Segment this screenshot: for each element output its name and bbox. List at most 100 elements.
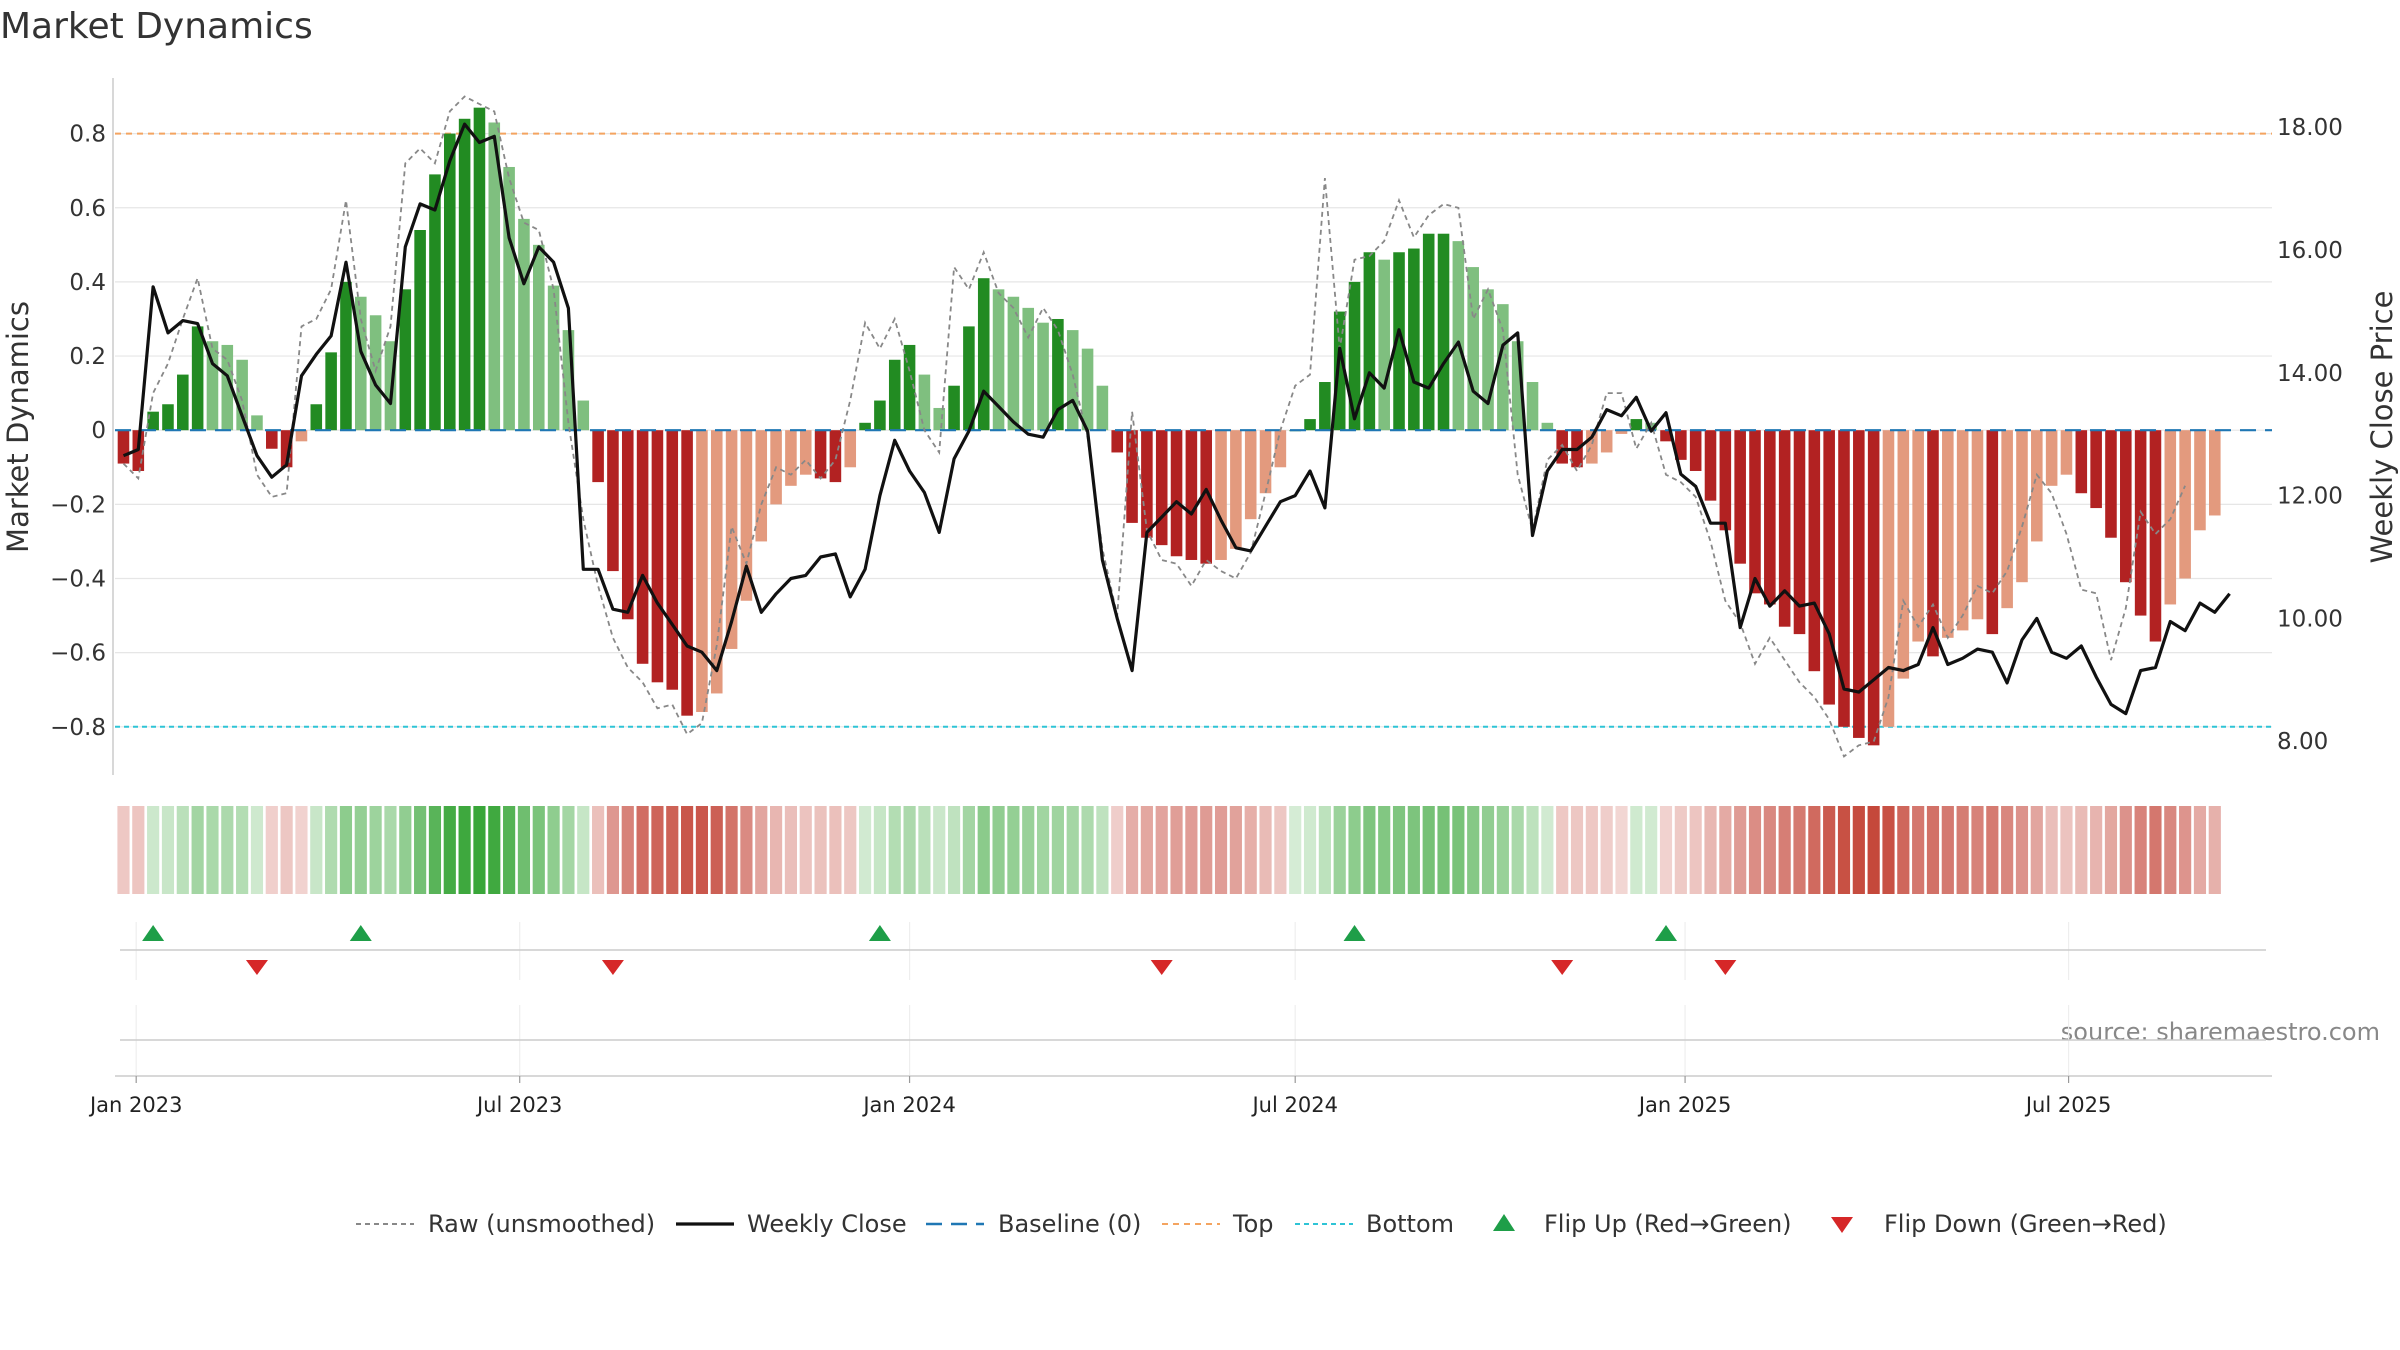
dynamics-bar-119 <box>1882 430 1895 727</box>
regime-cell-70 <box>1155 806 1168 894</box>
regime-cell-78 <box>1274 806 1287 894</box>
regime-cell-18 <box>384 806 397 894</box>
dynamics-bar-127 <box>2001 430 2013 609</box>
dynamics-bar-55 <box>933 407 946 431</box>
regime-cell-110 <box>1748 806 1762 894</box>
dynamics-bar-95 <box>1526 382 1539 431</box>
weekly-close-line <box>122 122 2231 716</box>
regime-cell-133 <box>2090 806 2103 894</box>
dynamics-bar-74 <box>1215 430 1227 560</box>
regime-cell-104 <box>1659 806 1673 894</box>
regime-cell-64 <box>1066 806 1079 894</box>
regime-cell-61 <box>1022 806 1035 894</box>
regime-cell-113 <box>1793 806 1806 894</box>
regime-cell-125 <box>1971 806 1984 894</box>
dynamics-bar-38 <box>681 430 693 716</box>
dynamics-bar-85 <box>1378 259 1390 431</box>
dynamics-bar-105 <box>1675 430 1687 460</box>
dynamics-bar-129 <box>2031 430 2043 542</box>
regime-cell-77 <box>1259 806 1272 894</box>
dynamics-bar-25 <box>488 122 501 431</box>
dynamics-bar-68 <box>1126 430 1138 523</box>
dynamics-bar-73 <box>1200 430 1212 564</box>
flip-down-marker-3 <box>1551 960 1574 975</box>
dynamics-bar-94 <box>1511 341 1524 431</box>
regime-cell-108 <box>1719 806 1732 894</box>
regime-cell-28 <box>532 806 545 894</box>
regime-cell-120 <box>1897 806 1910 894</box>
regime-cell-84 <box>1363 806 1376 894</box>
dynamics-bar-122 <box>1927 430 1939 657</box>
regime-cell-100 <box>1600 806 1613 894</box>
regime-cell-65 <box>1081 806 1094 894</box>
regime-cell-50 <box>858 806 872 894</box>
regime-cell-9 <box>250 806 264 894</box>
dynamics-bar-126 <box>1986 430 1999 635</box>
chart-title: Market Dynamics <box>0 6 313 47</box>
regime-cell-23 <box>458 806 471 894</box>
regime-cell-62 <box>1036 806 1050 894</box>
dynamics-bar-8 <box>236 359 248 431</box>
regime-cell-24 <box>473 806 486 894</box>
regime-cell-97 <box>1556 806 1569 894</box>
x-tick-label-5: Jul 2025 <box>2024 1093 2111 1117</box>
regime-cell-119 <box>1882 806 1895 894</box>
dynamics-bar-135 <box>2120 430 2132 583</box>
legend-label-top: Top <box>1232 1210 1274 1238</box>
legend-label-baseline: Baseline (0) <box>998 1210 1141 1238</box>
regime-cell-43 <box>755 806 768 894</box>
dynamics-bar-93 <box>1497 304 1509 431</box>
regime-cell-19 <box>399 806 412 894</box>
regime-cell-121 <box>1912 806 1925 894</box>
dynamics-bar-47 <box>814 430 827 479</box>
regime-cell-25 <box>488 806 501 894</box>
regime-cell-10 <box>265 806 278 894</box>
dynamics-bar-70 <box>1155 430 1168 546</box>
y-axis-label: Market Dynamics <box>1 301 35 553</box>
dynamics-bar-20 <box>414 230 426 431</box>
dynamics-bar-137 <box>2149 430 2162 642</box>
dynamics-bar-134 <box>2105 430 2117 538</box>
dynamics-bar-77 <box>1259 430 1272 494</box>
flip-up-marker-4 <box>1655 925 1678 941</box>
y-tick-label-7: −0.6 <box>50 641 106 667</box>
regime-cell-4 <box>176 806 189 894</box>
dynamics-bar-96 <box>1541 422 1554 431</box>
regime-cell-29 <box>547 806 560 894</box>
dynamics-bar-132 <box>2075 430 2088 494</box>
regime-cell-81 <box>1318 806 1331 894</box>
regime-cell-33 <box>606 806 620 894</box>
flip-up-marker-1 <box>349 925 372 941</box>
regime-cell-112 <box>1778 806 1791 894</box>
regime-cell-54 <box>918 806 931 894</box>
dynamics-bar-49 <box>844 430 857 468</box>
dynamics-bar-52 <box>888 359 901 431</box>
regime-cell-128 <box>2015 806 2029 894</box>
dynamics-bar-59 <box>992 289 1005 431</box>
legend-swatch-flip-up <box>1493 1214 1515 1231</box>
regime-cell-95 <box>1526 806 1539 894</box>
dynamics-bar-124 <box>1956 430 1969 631</box>
dynamics-bar-56 <box>948 385 960 431</box>
regime-cell-67 <box>1111 806 1124 894</box>
regime-cell-59 <box>992 806 1005 894</box>
dynamics-bar-62 <box>1037 322 1049 431</box>
regime-cell-11 <box>280 806 293 894</box>
regime-cell-32 <box>592 806 605 894</box>
dynamics-bar-27 <box>518 218 530 431</box>
dynamics-bar-87 <box>1408 248 1420 431</box>
dynamics-bar-108 <box>1719 430 1732 531</box>
dynamics-bar-131 <box>2060 430 2073 475</box>
source-note: source: sharemaestro.com <box>2061 1018 2380 1046</box>
legend-swatch-flip-down <box>1831 1217 1853 1233</box>
x-axis: Jan 2023 Jul 2023 Jan 2024 Jul 2024 Jan 2025… <box>88 1005 2272 1117</box>
legend-label-close: Weekly Close <box>747 1210 907 1238</box>
dynamics-bar-36 <box>651 430 664 683</box>
regime-cell-40 <box>710 806 723 894</box>
dynamics-bar-21 <box>429 174 441 431</box>
dynamics-bar-7 <box>221 344 234 431</box>
regime-cell-138 <box>2164 806 2177 894</box>
regime-cell-132 <box>2075 806 2088 894</box>
dynamics-bar-133 <box>2090 430 2102 509</box>
regime-cell-137 <box>2149 806 2162 894</box>
